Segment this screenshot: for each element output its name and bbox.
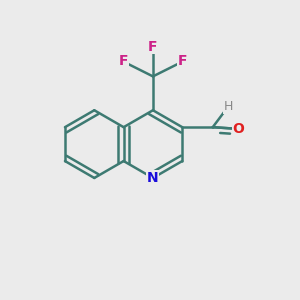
Text: O: O: [232, 122, 244, 136]
Text: F: F: [178, 55, 188, 68]
Text: F: F: [148, 40, 158, 54]
Text: H: H: [223, 100, 233, 113]
Text: N: N: [147, 171, 159, 185]
Text: F: F: [118, 55, 128, 68]
